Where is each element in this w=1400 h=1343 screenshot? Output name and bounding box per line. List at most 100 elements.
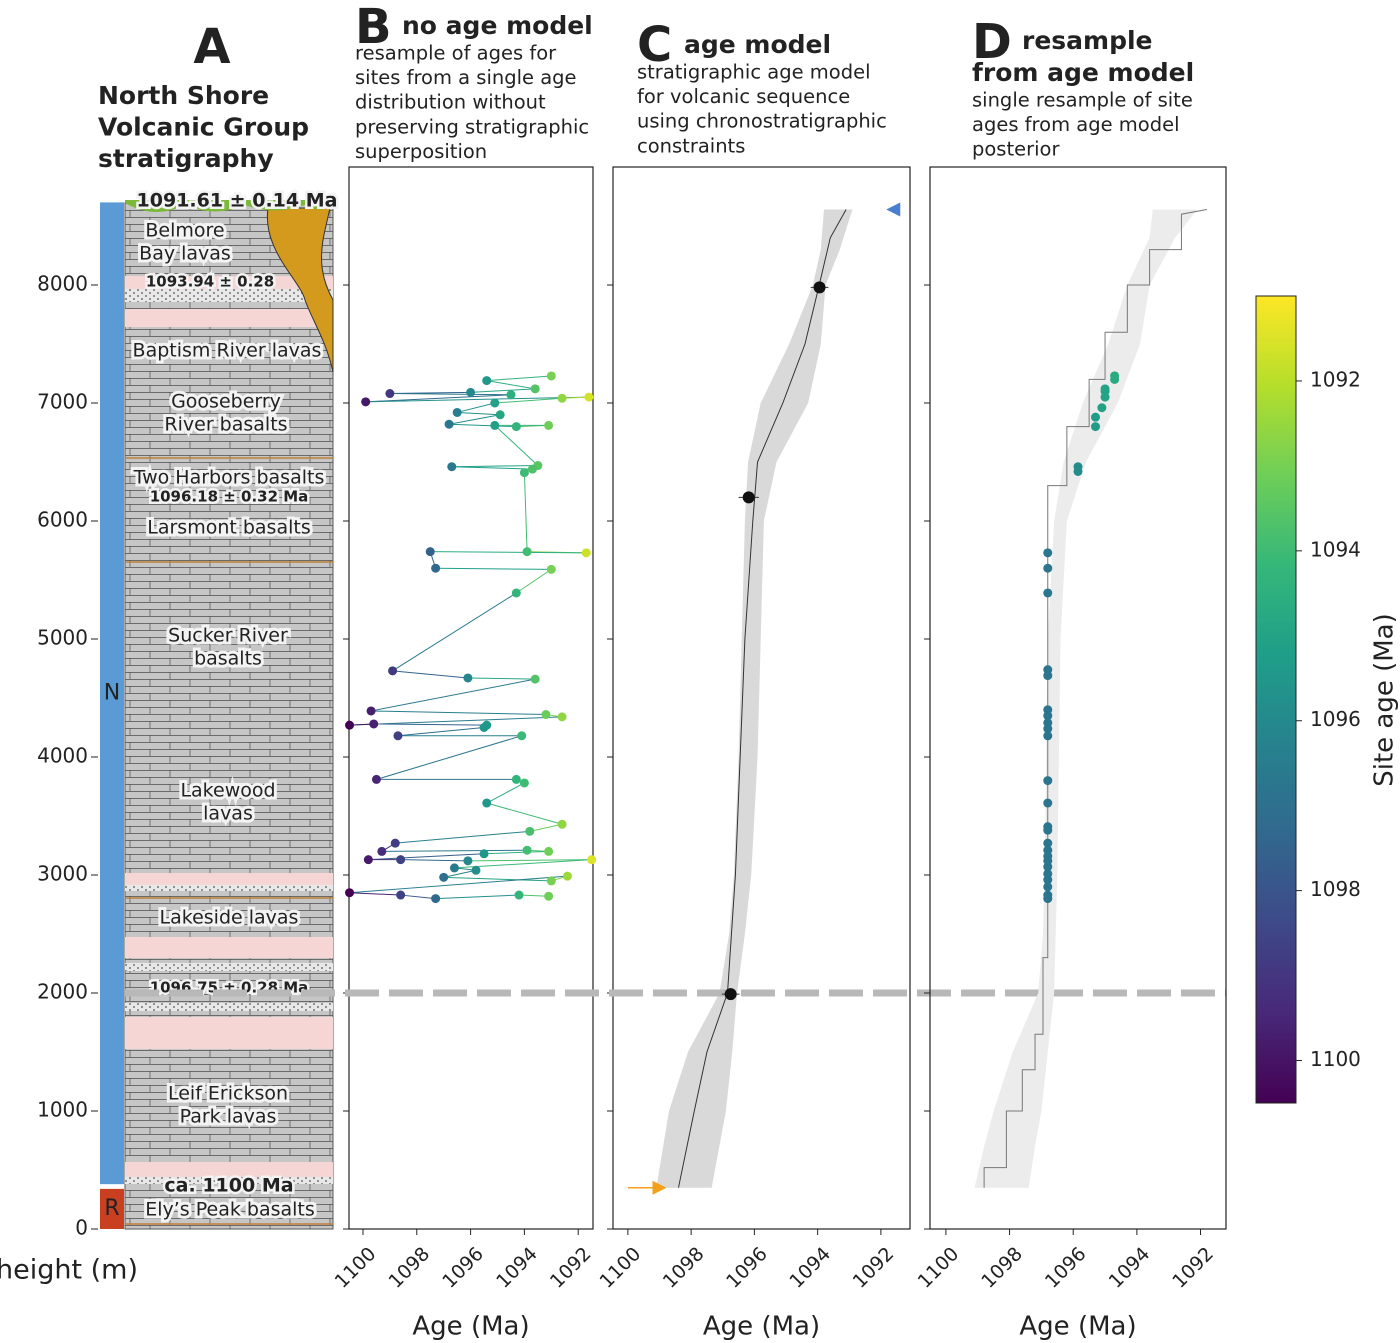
connector [397,727,485,737]
polarity-label: N [104,680,120,705]
site-point [562,871,572,881]
y-tick-label: 2000 [37,980,88,1004]
site-point [1043,588,1053,598]
connector [349,892,401,896]
panel-title: stratigraphy [98,144,274,173]
x-axis-label: Age (Ma) [1019,1312,1136,1342]
median-line [677,209,847,1188]
date-label: 1093.94 ± 0.28 [146,273,274,291]
stratigraphic-column-art [124,200,335,1230]
panel-letter: D [972,14,1012,70]
site-point [425,547,435,557]
panel-description: preserving stratigraphic [355,115,589,138]
x-axis-label: Age (Ma) [703,1312,820,1342]
site-point [345,888,355,898]
site-point [1043,862,1053,872]
panel-title: resample [1022,26,1153,55]
connector [443,876,552,882]
site-point [546,876,556,886]
connector [486,782,525,804]
x-axis-label: Age (Ma) [412,1312,529,1342]
connector [392,592,517,672]
x-tick-label: 1096 [722,1243,772,1293]
panel-title: age model [684,30,831,59]
connector [449,423,517,428]
site-point [479,723,489,732]
site-point [522,845,532,855]
plot-frame [929,166,1227,1230]
connector [392,670,468,679]
unit-label: River basalts [164,414,287,436]
connector [494,397,563,404]
date-label: ca. 1100 Ma [164,1175,293,1197]
panel-description: posterior [972,138,1060,161]
connector [400,859,468,862]
site-point [1043,776,1053,786]
site-point [557,393,567,403]
site-point [1073,466,1083,476]
site-point [388,666,398,676]
y-tick-label: 3000 [37,862,88,886]
site-point [530,384,540,394]
connector [373,723,487,726]
site-point [506,390,516,400]
connector [365,396,589,403]
site-point [447,462,457,472]
x-tick-label: 1098 [977,1243,1027,1293]
site-point [361,397,371,407]
colorbar-label: Site age (Ma) [1370,613,1400,787]
x-tick-label: 1092 [849,1243,899,1293]
x-tick-label: 1094 [785,1243,835,1293]
site-point [396,890,406,900]
site-point [377,846,387,856]
site-point [369,719,379,729]
connector [400,894,436,900]
connector [435,894,520,900]
y-tick-label: 4000 [37,744,88,768]
posterior-envelope [656,209,853,1188]
connector [349,875,568,894]
connector [467,677,536,680]
y-tick-label: 7000 [37,390,88,414]
connector [518,894,549,897]
site-point [1043,798,1053,808]
x-tick-label: 1094 [492,1243,542,1293]
connector [371,710,546,716]
constraint-point [813,281,826,294]
site-point [431,563,441,573]
site-point [525,826,535,836]
unit-label: Ely’s Peak basalts [145,1199,315,1221]
connector [523,472,528,552]
step-line [983,208,1207,1188]
x-tick-label: 1100 [331,1243,381,1293]
panel-letter: A [193,19,230,75]
x-tick-label: 1092 [546,1243,596,1293]
site-point [396,855,406,865]
panel-description: ages from age model [972,113,1180,136]
site-point [1043,894,1053,904]
site-point [584,392,594,402]
site-point [527,464,537,474]
site-point [522,547,532,557]
site-point [482,376,492,386]
site-point [1091,412,1101,422]
site-point [482,798,492,808]
site-point [544,420,554,430]
connector [516,568,552,594]
site-point [495,410,505,420]
connector [376,735,522,780]
polarity-label: R [104,1196,119,1221]
site-point [546,564,556,574]
site-point [1097,403,1107,413]
site-point [1043,548,1053,558]
connector [529,823,563,832]
x-tick-label: 1098 [384,1243,434,1293]
date-label: 1091.61 ± 0.14 Ma [137,190,338,212]
x-tick-label: 1096 [438,1243,488,1293]
unit-label: lavas [203,803,253,825]
site-point [452,407,462,417]
panel-description: single resample of site [972,89,1193,112]
site-point [490,398,500,408]
site-point [444,419,454,429]
site-point [466,387,476,397]
